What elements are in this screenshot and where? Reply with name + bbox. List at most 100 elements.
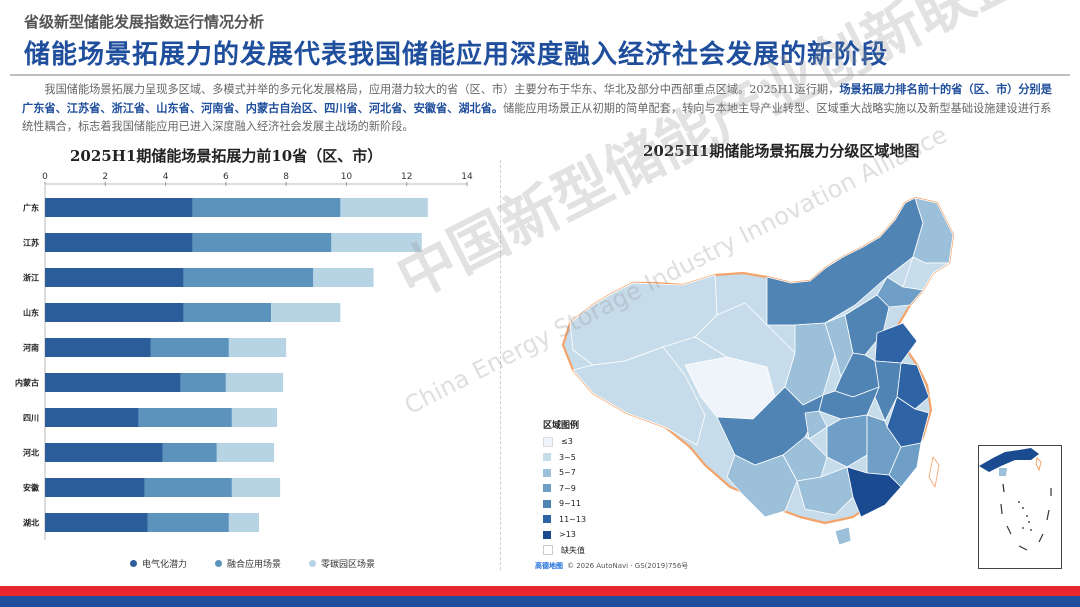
bar-segment-series-1 <box>45 478 145 497</box>
summary-part-1: 我国储能场景拓展力呈现多区域、多模式并举的多元化发展格局，应用潜力较大的省（区、… <box>44 83 840 96</box>
map-region-guangdong <box>846 466 902 518</box>
x-tick-label: 10 <box>341 172 353 182</box>
y-category-label: 浙江 <box>23 273 39 283</box>
map-legend-label: 11~13 <box>559 514 587 524</box>
map-legend-swatch <box>543 436 553 447</box>
inset-coastline <box>979 448 1039 472</box>
page-headline: 储能场景拓展力的发展代表我国储能应用深度融入经济社会发展的新阶段 <box>24 40 889 70</box>
y-category-label: 安徽 <box>23 483 40 493</box>
x-tick-label: 8 <box>283 172 289 182</box>
y-category-label: 湖北 <box>23 518 39 528</box>
bar-segment-series-1 <box>45 443 163 462</box>
x-tick-label: 4 <box>163 172 169 182</box>
map-title: 2025H1期储能场景拓展力分级区域地图 <box>643 142 920 160</box>
map-legend-label: 缺失值 <box>561 545 585 555</box>
bar-segment-series-1 <box>45 513 148 532</box>
map-legend-label: >13 <box>559 530 576 540</box>
bar-segment-series-1 <box>45 233 193 252</box>
y-category-label: 河北 <box>23 448 39 458</box>
map-legend-label: 5~7 <box>559 468 576 478</box>
map-region-yunnan <box>726 454 798 518</box>
map-legend-item: ≤3 <box>543 434 586 450</box>
map-legend-label: 7~9 <box>559 483 576 493</box>
bar-segment-series-3 <box>228 513 260 532</box>
map-legend-swatch <box>543 453 551 462</box>
map-legend-label: 3~5 <box>559 452 576 462</box>
x-tick-label: 6 <box>223 172 229 182</box>
map-legend-title: 区域图例 <box>543 421 580 431</box>
legend-label-electrification: 电气化潜力 <box>142 560 188 570</box>
map-legend-item: 缺失值 <box>543 543 586 559</box>
bar-segment-series-2 <box>183 268 314 287</box>
map-legend-label: ≤3 <box>561 437 573 447</box>
bar-segment-series-3 <box>231 478 281 497</box>
map-region-taiwan <box>928 456 940 488</box>
legend-swatch-electrification <box>130 560 137 567</box>
bar-segment-series-3 <box>231 408 278 427</box>
bar-segment-series-2 <box>147 513 229 532</box>
legend-label-integration: 融合应用场景 <box>227 560 282 570</box>
map-legend-label: 9~11 <box>559 499 581 509</box>
bar-segment-series-3 <box>225 373 284 392</box>
bar-segment-series-3 <box>216 443 275 462</box>
y-category-label: 四川 <box>23 414 39 423</box>
bar-segment-series-2 <box>180 373 226 392</box>
x-tick-label: 2 <box>102 172 108 182</box>
panel-divider <box>500 160 501 570</box>
legend-swatch-integration <box>215 560 223 567</box>
section-supertitle: 省级新型储能发展指数运行情况分析 <box>24 13 265 31</box>
summary-paragraph: 我国储能场景拓展力呈现多区域、多模式并举的多元化发展格局，应用潜力较大的省（区、… <box>22 80 1062 136</box>
y-category-label: 山东 <box>23 308 39 318</box>
x-tick-label: 14 <box>461 172 473 182</box>
map-credit: 高德地图 © 2026 AutoNavi · GS(2019)756号 <box>535 561 688 571</box>
map-legend-item: 11~13 <box>543 512 586 528</box>
bar-segment-series-2 <box>192 198 341 217</box>
bar-chart-legend: 电气化潜力 融合应用场景 零碳园区场景 <box>130 557 375 570</box>
china-choropleth-map <box>561 196 955 546</box>
bar-chart-title: 2025H1期储能场景拓展力前10省（区、市） <box>70 147 383 165</box>
map-legend-swatch <box>543 515 551 524</box>
x-tick-label: 0 <box>42 172 48 182</box>
bar-segment-series-3 <box>271 303 341 322</box>
inset-map <box>979 448 1052 551</box>
legend-swatch-zero-carbon <box>309 560 317 567</box>
legend-item-integration: 融合应用场景 <box>215 557 281 570</box>
map-region-hainan <box>834 526 852 546</box>
bar-segment-series-1 <box>45 408 139 427</box>
amap-logo: 高德地图 <box>535 562 563 570</box>
bar-segment-series-3 <box>228 338 287 357</box>
x-tick-label: 12 <box>401 172 412 182</box>
summary-highlight: 场景拓展力排名前十的省（区、市）分别是广东省、江苏省、浙江省、山东省、河南省、内… <box>22 82 1052 115</box>
inset-islands <box>1018 501 1032 531</box>
map-region-hubei <box>818 386 880 420</box>
bar-segment-series-2 <box>150 338 229 357</box>
bar-segment-series-2 <box>144 478 232 497</box>
bar-segment-series-1 <box>45 373 181 392</box>
title-divider <box>10 74 1070 76</box>
south-china-sea-inset <box>978 445 1062 569</box>
legend-item-zero-carbon: 零碳园区场景 <box>309 557 375 570</box>
bar-segment-series-3 <box>313 268 374 287</box>
bar-segment-series-1 <box>45 303 184 322</box>
bar-segment-series-2 <box>183 303 272 322</box>
bar-segment-series-3 <box>331 233 422 252</box>
map-legend-item: 7~9 <box>543 481 586 497</box>
legend-label-zero-carbon: 零碳园区场景 <box>321 560 376 570</box>
map-region-shandong <box>874 322 918 364</box>
legend-item-electrification: 电气化潜力 <box>130 557 187 570</box>
y-category-label: 内蒙古 <box>15 378 39 388</box>
map-legend-item: 9~11 <box>543 496 586 512</box>
map-region-tibet <box>572 346 706 446</box>
inset-boundary-dashes <box>1000 483 1052 551</box>
map-credit-text: © 2026 AutoNavi · GS(2019)756号 <box>567 562 689 570</box>
bar-segment-series-3 <box>340 198 428 217</box>
map-legend-item: 3~5 <box>543 450 586 466</box>
summary-part-2: 储能应用场景正从初期的简单配套，转向与本地主导产业转型、区域重大战略实施以及新型… <box>22 102 1052 133</box>
y-category-label: 河南 <box>23 343 39 353</box>
inset-hainan <box>999 468 1007 476</box>
map-legend-swatch <box>543 468 551 477</box>
bar-segment-series-1 <box>45 268 184 287</box>
map-legend-swatch <box>543 499 551 508</box>
bar-segment-series-2 <box>162 443 217 462</box>
